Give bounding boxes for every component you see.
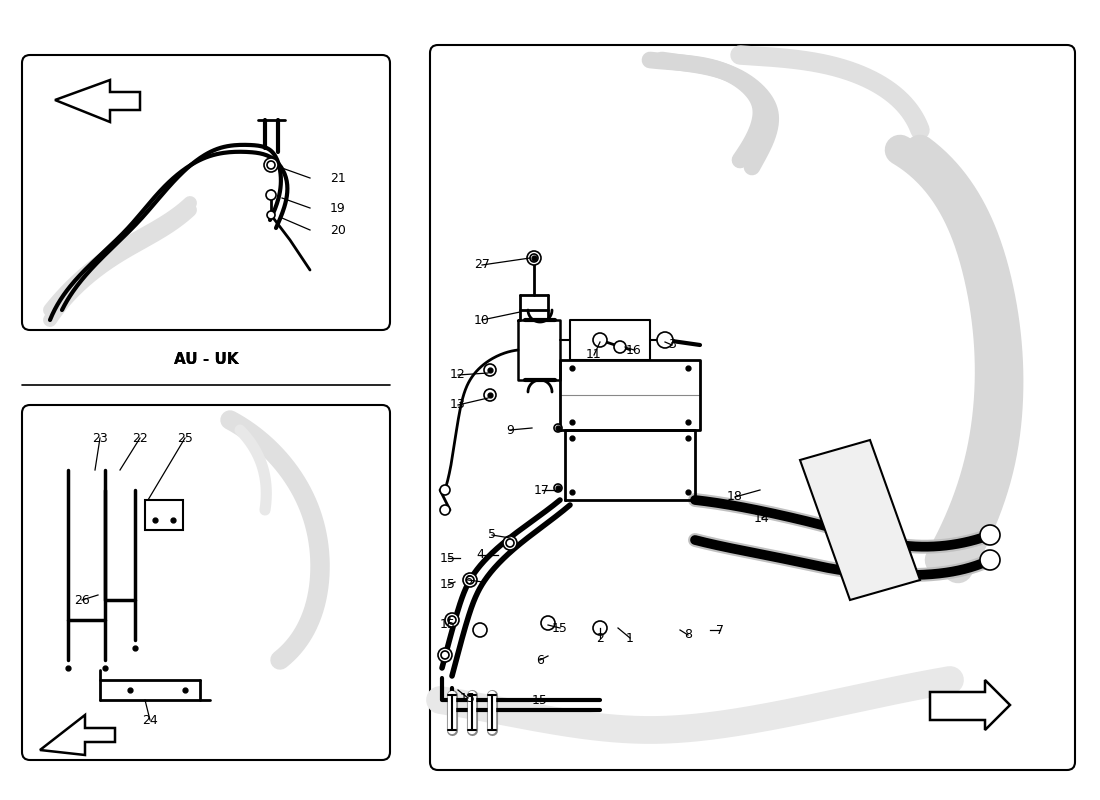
Circle shape [980,525,1000,545]
Text: AU - UK: AU - UK [174,353,239,367]
Circle shape [267,161,275,169]
Bar [145,500,183,530]
FancyBboxPatch shape [430,45,1075,770]
Text: 12: 12 [450,369,466,382]
Text: 15: 15 [440,618,455,631]
Circle shape [503,536,517,550]
Circle shape [264,158,278,172]
Circle shape [980,550,1000,570]
Text: 16: 16 [626,343,642,357]
Text: 10: 10 [474,314,490,326]
Circle shape [554,484,562,492]
Text: 25: 25 [177,431,192,445]
Text: 15: 15 [552,622,568,634]
Circle shape [440,485,450,495]
Circle shape [614,341,626,353]
Circle shape [448,616,456,624]
Text: 21: 21 [330,171,345,185]
Text: 27: 27 [474,258,490,271]
Text: 2: 2 [596,631,604,645]
Text: 15: 15 [440,578,455,591]
Text: 15: 15 [440,551,455,565]
Text: 26: 26 [74,594,90,606]
Text: 4: 4 [476,549,484,562]
Text: eurospares: eurospares [119,178,294,206]
FancyBboxPatch shape [22,405,390,760]
Circle shape [266,190,276,200]
Text: 3: 3 [668,338,675,351]
Circle shape [463,573,477,587]
Text: 24: 24 [142,714,158,726]
Circle shape [657,332,673,348]
Text: 5: 5 [488,529,496,542]
Text: 13: 13 [450,398,466,411]
Circle shape [527,251,541,265]
Polygon shape [40,715,116,755]
Circle shape [446,613,459,627]
Text: eurospares: eurospares [629,389,876,426]
Text: 18: 18 [727,490,742,503]
Text: 6: 6 [464,574,472,586]
Circle shape [438,648,452,662]
Circle shape [484,364,496,376]
Text: 7: 7 [716,623,724,637]
Circle shape [440,505,450,515]
Text: 1: 1 [626,631,634,645]
Text: 11: 11 [586,349,602,362]
Text: 23: 23 [92,431,108,445]
Text: 19: 19 [330,202,345,214]
FancyBboxPatch shape [22,55,390,330]
Circle shape [593,333,607,347]
Polygon shape [800,440,920,600]
Polygon shape [55,80,140,122]
Text: 6: 6 [536,654,543,666]
Text: 17: 17 [535,483,550,497]
Text: 8: 8 [684,629,692,642]
Text: 15: 15 [532,694,548,706]
Circle shape [554,424,562,432]
Text: 9: 9 [506,423,514,437]
Polygon shape [930,680,1010,730]
Circle shape [593,621,607,635]
Circle shape [506,539,514,547]
Circle shape [473,623,487,637]
Text: 15: 15 [460,691,476,705]
Text: 20: 20 [330,223,345,237]
Text: eurospares: eurospares [119,569,294,597]
Text: 14: 14 [755,511,770,525]
Text: 22: 22 [132,431,147,445]
Text: AU - UK: AU - UK [174,353,239,367]
Circle shape [484,389,496,401]
Circle shape [441,651,449,659]
Circle shape [541,616,556,630]
Circle shape [267,211,275,219]
Circle shape [466,576,474,584]
Circle shape [530,254,538,262]
